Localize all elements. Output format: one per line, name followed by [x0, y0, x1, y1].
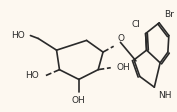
- Text: Cl: Cl: [132, 20, 141, 29]
- Text: OH: OH: [117, 63, 130, 72]
- Text: HO: HO: [25, 71, 39, 80]
- Text: Br: Br: [164, 10, 174, 19]
- Text: NH: NH: [158, 91, 172, 100]
- Text: OH: OH: [72, 96, 86, 105]
- Text: HO: HO: [11, 31, 25, 40]
- Text: O: O: [118, 34, 125, 43]
